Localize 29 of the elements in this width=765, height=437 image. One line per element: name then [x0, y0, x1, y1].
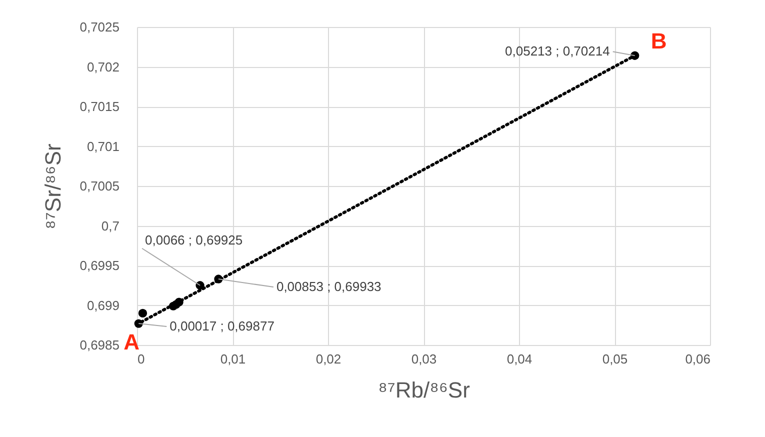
x-tick-label: 0,02 [316, 352, 342, 366]
x-axis-title: ⁸⁷Rb/⁸⁶Sr [378, 378, 470, 402]
x-tick-label: 0,06 [685, 352, 710, 366]
annotation: 0,0066 ; 0,69925 [145, 232, 243, 248]
y-tick-label: 0,6985 [80, 338, 120, 352]
y-tick-label: 0,7005 [80, 178, 120, 194]
annotation: 0,05213 ; 0,70214 [505, 44, 610, 59]
x-tick-label: 0,05 [602, 352, 628, 366]
x-tick-label: 0,04 [506, 352, 532, 366]
point [630, 51, 640, 60]
y-tick-label: 0,7015 [80, 99, 120, 114]
point [138, 308, 148, 318]
annotation: 0,00017 ; 0,69877 [170, 318, 274, 334]
point [174, 298, 184, 306]
y-tick-label: 0,699 [86, 298, 120, 313]
y-tick-label: 0,7 [101, 218, 120, 234]
y-tick-label: 0,702 [86, 59, 120, 74]
annotation: 0,00853 ; 0,69933 [276, 279, 382, 294]
y-axis-title: ⁸⁷Sr/⁸⁶Sr [40, 144, 66, 230]
annotation: B [650, 28, 667, 54]
y-tick-label: 0,6995 [80, 258, 120, 273]
x-tick-label: 0,01 [220, 352, 246, 366]
y-tick-label: 0,7025 [80, 20, 120, 34]
y-tick-label: 0,701 [86, 138, 120, 154]
x-tick-label: 0 [138, 352, 145, 366]
annotation: A [124, 330, 140, 355]
point [214, 274, 223, 284]
point [196, 281, 204, 290]
x-tick-label: 0,03 [411, 352, 437, 366]
